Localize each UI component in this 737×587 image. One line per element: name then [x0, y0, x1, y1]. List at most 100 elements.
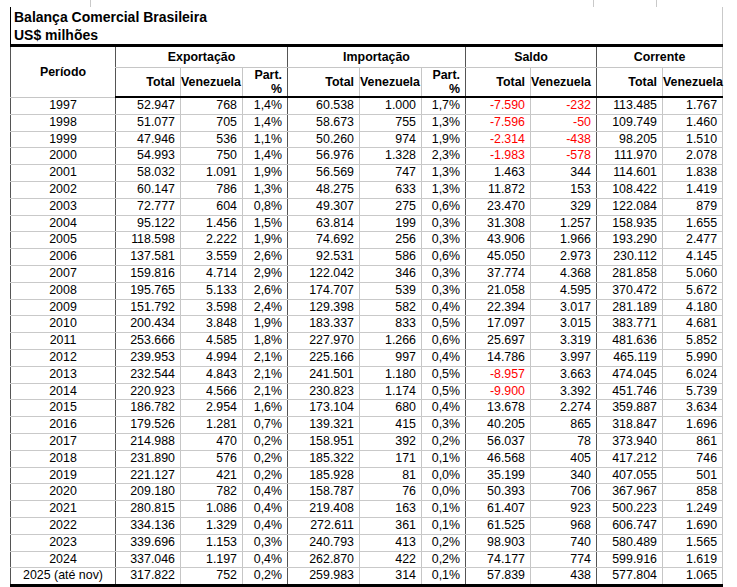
value-cell[interactable]: 706	[531, 484, 597, 501]
value-cell[interactable]: 599.916	[597, 551, 663, 568]
value-cell[interactable]: 272.611	[288, 517, 360, 534]
col-header-corrente-venezuela[interactable]: Venezuela	[663, 68, 723, 98]
value-cell[interactable]: 968	[531, 517, 597, 534]
value-cell[interactable]: 3.015	[531, 316, 597, 333]
period-cell[interactable]: 2023	[11, 534, 116, 551]
value-cell[interactable]: 114.601	[597, 165, 663, 182]
value-cell[interactable]: 43.906	[466, 232, 531, 249]
value-cell[interactable]: 151.792	[116, 299, 181, 316]
period-cell[interactable]: 2008	[11, 282, 116, 299]
col-header-saldo-venezuela[interactable]: Venezuela	[531, 68, 597, 98]
value-cell[interactable]: 3.997	[531, 349, 597, 366]
value-cell[interactable]: -2.314	[466, 131, 531, 148]
value-cell[interactable]: 0,5%	[422, 366, 466, 383]
value-cell[interactable]: 52.947	[116, 97, 181, 114]
value-cell[interactable]: 5.852	[663, 333, 723, 350]
value-cell[interactable]: 3.634	[663, 400, 723, 417]
value-cell[interactable]: 0,4%	[422, 400, 466, 417]
value-cell[interactable]: 47.946	[116, 131, 181, 148]
value-cell[interactable]: 500.223	[597, 501, 663, 518]
value-cell[interactable]: 997	[360, 349, 422, 366]
period-cell[interactable]: 1999	[11, 131, 116, 148]
value-cell[interactable]: 1.419	[663, 181, 723, 198]
value-cell[interactable]: 1,7%	[422, 97, 466, 114]
value-cell[interactable]: 0,3%	[422, 215, 466, 232]
value-cell[interactable]: 122.084	[597, 198, 663, 215]
value-cell[interactable]: 2,3%	[422, 148, 466, 165]
value-cell[interactable]: 370.472	[597, 282, 663, 299]
value-cell[interactable]: 1,9%	[422, 131, 466, 148]
value-cell[interactable]: 81	[360, 467, 422, 484]
value-cell[interactable]: 61.525	[466, 517, 531, 534]
value-cell[interactable]: 60.147	[116, 181, 181, 198]
value-cell[interactable]: 230.112	[597, 249, 663, 266]
value-cell[interactable]: 747	[360, 165, 422, 182]
value-cell[interactable]: 858	[663, 484, 723, 501]
value-cell[interactable]: 1.091	[181, 165, 243, 182]
value-cell[interactable]: 680	[360, 400, 422, 417]
value-cell[interactable]: 220.923	[116, 383, 181, 400]
value-cell[interactable]: 281.858	[597, 265, 663, 282]
value-cell[interactable]: 221.127	[116, 467, 181, 484]
value-cell[interactable]: 111.970	[597, 148, 663, 165]
value-cell[interactable]: 13.678	[466, 400, 531, 417]
value-cell[interactable]: 185.928	[288, 467, 360, 484]
value-cell[interactable]: 2,1%	[243, 349, 288, 366]
value-cell[interactable]: 865	[531, 417, 597, 434]
value-cell[interactable]: 1.767	[663, 97, 723, 114]
value-cell[interactable]: 56.569	[288, 165, 360, 182]
period-cell[interactable]: 2013	[11, 366, 116, 383]
col-header-export-part[interactable]: Part. %	[243, 68, 288, 98]
value-cell[interactable]: 0,2%	[422, 551, 466, 568]
value-cell[interactable]: -50	[531, 114, 597, 131]
value-cell[interactable]: 31.308	[466, 215, 531, 232]
value-cell[interactable]: 0,7%	[243, 417, 288, 434]
value-cell[interactable]: 95.122	[116, 215, 181, 232]
value-cell[interactable]: 173.104	[288, 400, 360, 417]
value-cell[interactable]: 1.619	[663, 551, 723, 568]
value-cell[interactable]: 22.394	[466, 299, 531, 316]
value-cell[interactable]: -232	[531, 97, 597, 114]
value-cell[interactable]: 1,1%	[243, 131, 288, 148]
value-cell[interactable]: 0,6%	[422, 249, 466, 266]
col-header-corrente-total[interactable]: Total	[597, 68, 663, 98]
value-cell[interactable]: 0,2%	[243, 568, 288, 586]
value-cell[interactable]: 774	[531, 551, 597, 568]
value-cell[interactable]: 438	[531, 568, 597, 586]
value-cell[interactable]: 40.205	[466, 417, 531, 434]
value-cell[interactable]: 58.673	[288, 114, 360, 131]
value-cell[interactable]: -438	[531, 131, 597, 148]
value-cell[interactable]: 4.585	[181, 333, 243, 350]
value-cell[interactable]: 2.477	[663, 232, 723, 249]
period-cell[interactable]: 2014	[11, 383, 116, 400]
value-cell[interactable]: 37.774	[466, 265, 531, 282]
col-header-export-venezuela[interactable]: Venezuela	[181, 68, 243, 98]
value-cell[interactable]: 3.598	[181, 299, 243, 316]
value-cell[interactable]: 451.746	[597, 383, 663, 400]
value-cell[interactable]: 200.434	[116, 316, 181, 333]
value-cell[interactable]: 1.249	[663, 501, 723, 518]
value-cell[interactable]: 346	[360, 265, 422, 282]
col-header-import-total[interactable]: Total	[288, 68, 360, 98]
value-cell[interactable]: 241.501	[288, 366, 360, 383]
value-cell[interactable]: 1.153	[181, 534, 243, 551]
value-cell[interactable]: 6.024	[663, 366, 723, 383]
value-cell[interactable]: 1,3%	[243, 181, 288, 198]
value-cell[interactable]: 3.319	[531, 333, 597, 350]
value-cell[interactable]: 1.086	[181, 501, 243, 518]
value-cell[interactable]: 195.765	[116, 282, 181, 299]
value-cell[interactable]: 879	[663, 198, 723, 215]
period-cell[interactable]: 2012	[11, 349, 116, 366]
period-cell[interactable]: 2018	[11, 450, 116, 467]
value-cell[interactable]: -578	[531, 148, 597, 165]
value-cell[interactable]: 0,3%	[243, 534, 288, 551]
value-cell[interactable]: 5.133	[181, 282, 243, 299]
value-cell[interactable]: 373.940	[597, 433, 663, 450]
value-cell[interactable]: 1.690	[663, 517, 723, 534]
value-cell[interactable]: 281.189	[597, 299, 663, 316]
value-cell[interactable]: 1.197	[181, 551, 243, 568]
value-cell[interactable]: 0,4%	[243, 517, 288, 534]
value-cell[interactable]: 76	[360, 484, 422, 501]
value-cell[interactable]: 2,4%	[243, 299, 288, 316]
value-cell[interactable]: 0,1%	[422, 450, 466, 467]
